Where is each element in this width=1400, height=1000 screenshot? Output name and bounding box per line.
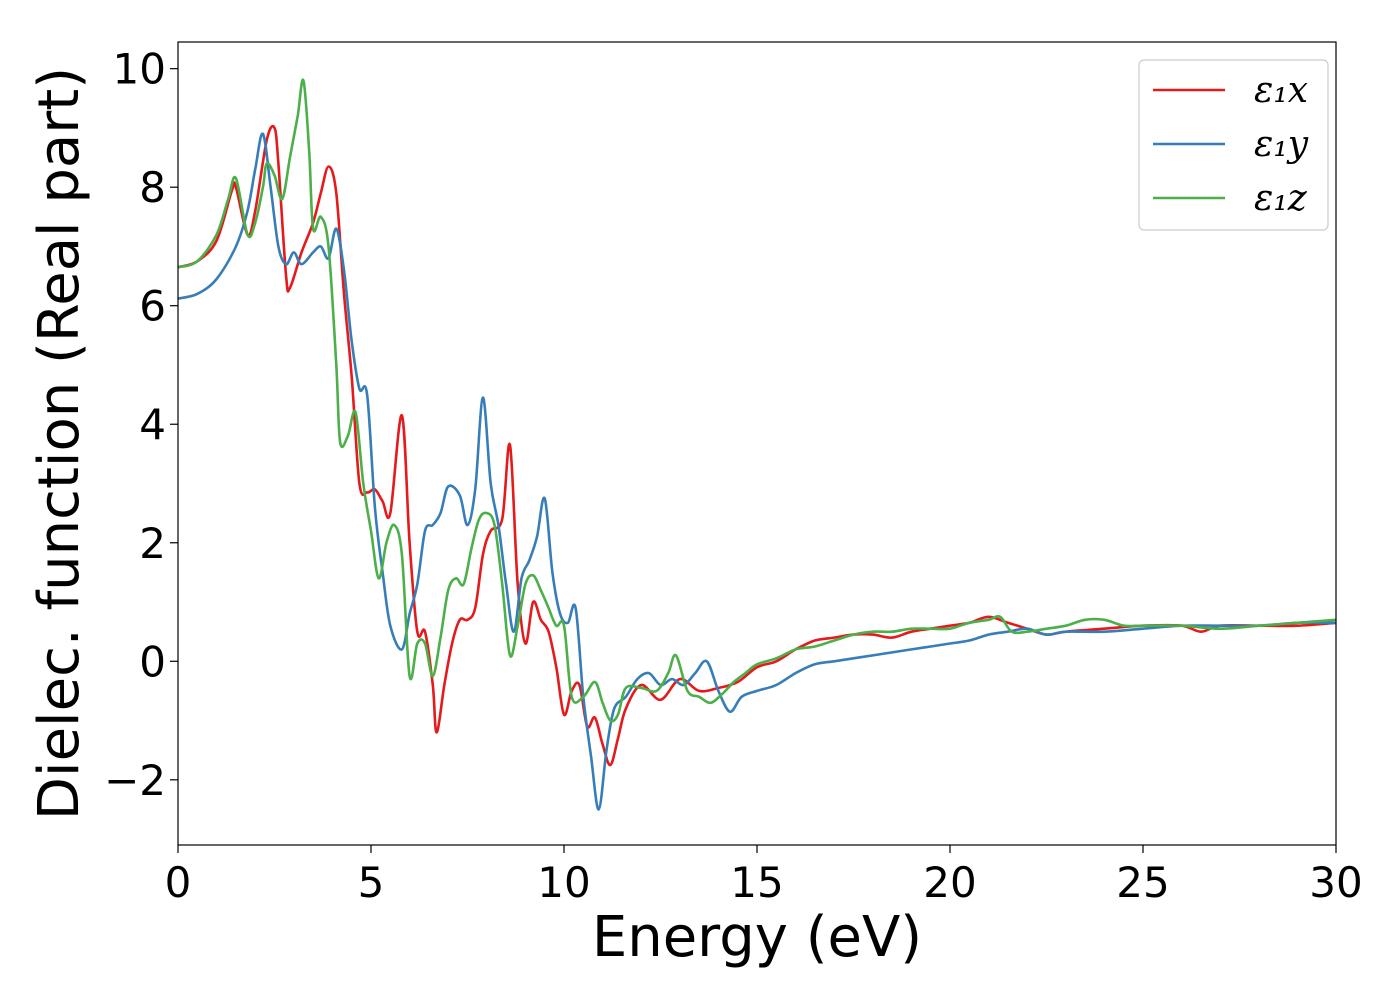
y-axis: −2 0 2 4 6 8 10 bbox=[104, 45, 178, 805]
x-tick-label: 15 bbox=[730, 858, 783, 907]
legend-label: ε₁z bbox=[1254, 178, 1308, 219]
legend: ε₁x ε₁y ε₁z bbox=[1138, 59, 1329, 231]
y-axis-title: Dielec. function (Real part) bbox=[27, 67, 92, 820]
y-tick-label: 2 bbox=[139, 519, 166, 568]
series-line-0 bbox=[178, 124, 1336, 767]
series-line-2 bbox=[178, 78, 1336, 723]
x-tick-label: 5 bbox=[358, 858, 385, 907]
series-line-1 bbox=[178, 132, 1336, 811]
x-tick-label: 25 bbox=[1116, 858, 1169, 907]
legend-frame bbox=[1138, 59, 1329, 231]
y-tick-label: 4 bbox=[139, 400, 166, 449]
x-tick-label: 30 bbox=[1309, 858, 1362, 907]
x-tick-label: 10 bbox=[537, 858, 590, 907]
x-axis-title: Energy (eV) bbox=[592, 905, 922, 970]
series-layer bbox=[178, 78, 1336, 811]
y-tick-label: 6 bbox=[139, 282, 166, 331]
legend-label: ε₁x bbox=[1254, 70, 1308, 111]
x-axis: 0 5 10 15 20 25 30 bbox=[165, 845, 1363, 907]
y-tick-label: 10 bbox=[113, 45, 166, 94]
legend-label: ε₁y bbox=[1254, 124, 1309, 165]
y-tick-label: 0 bbox=[139, 637, 166, 686]
y-tick-label: −2 bbox=[104, 756, 166, 805]
y-tick-label: 8 bbox=[139, 163, 166, 212]
x-tick-label: 20 bbox=[923, 858, 976, 907]
x-tick-label: 0 bbox=[165, 858, 192, 907]
